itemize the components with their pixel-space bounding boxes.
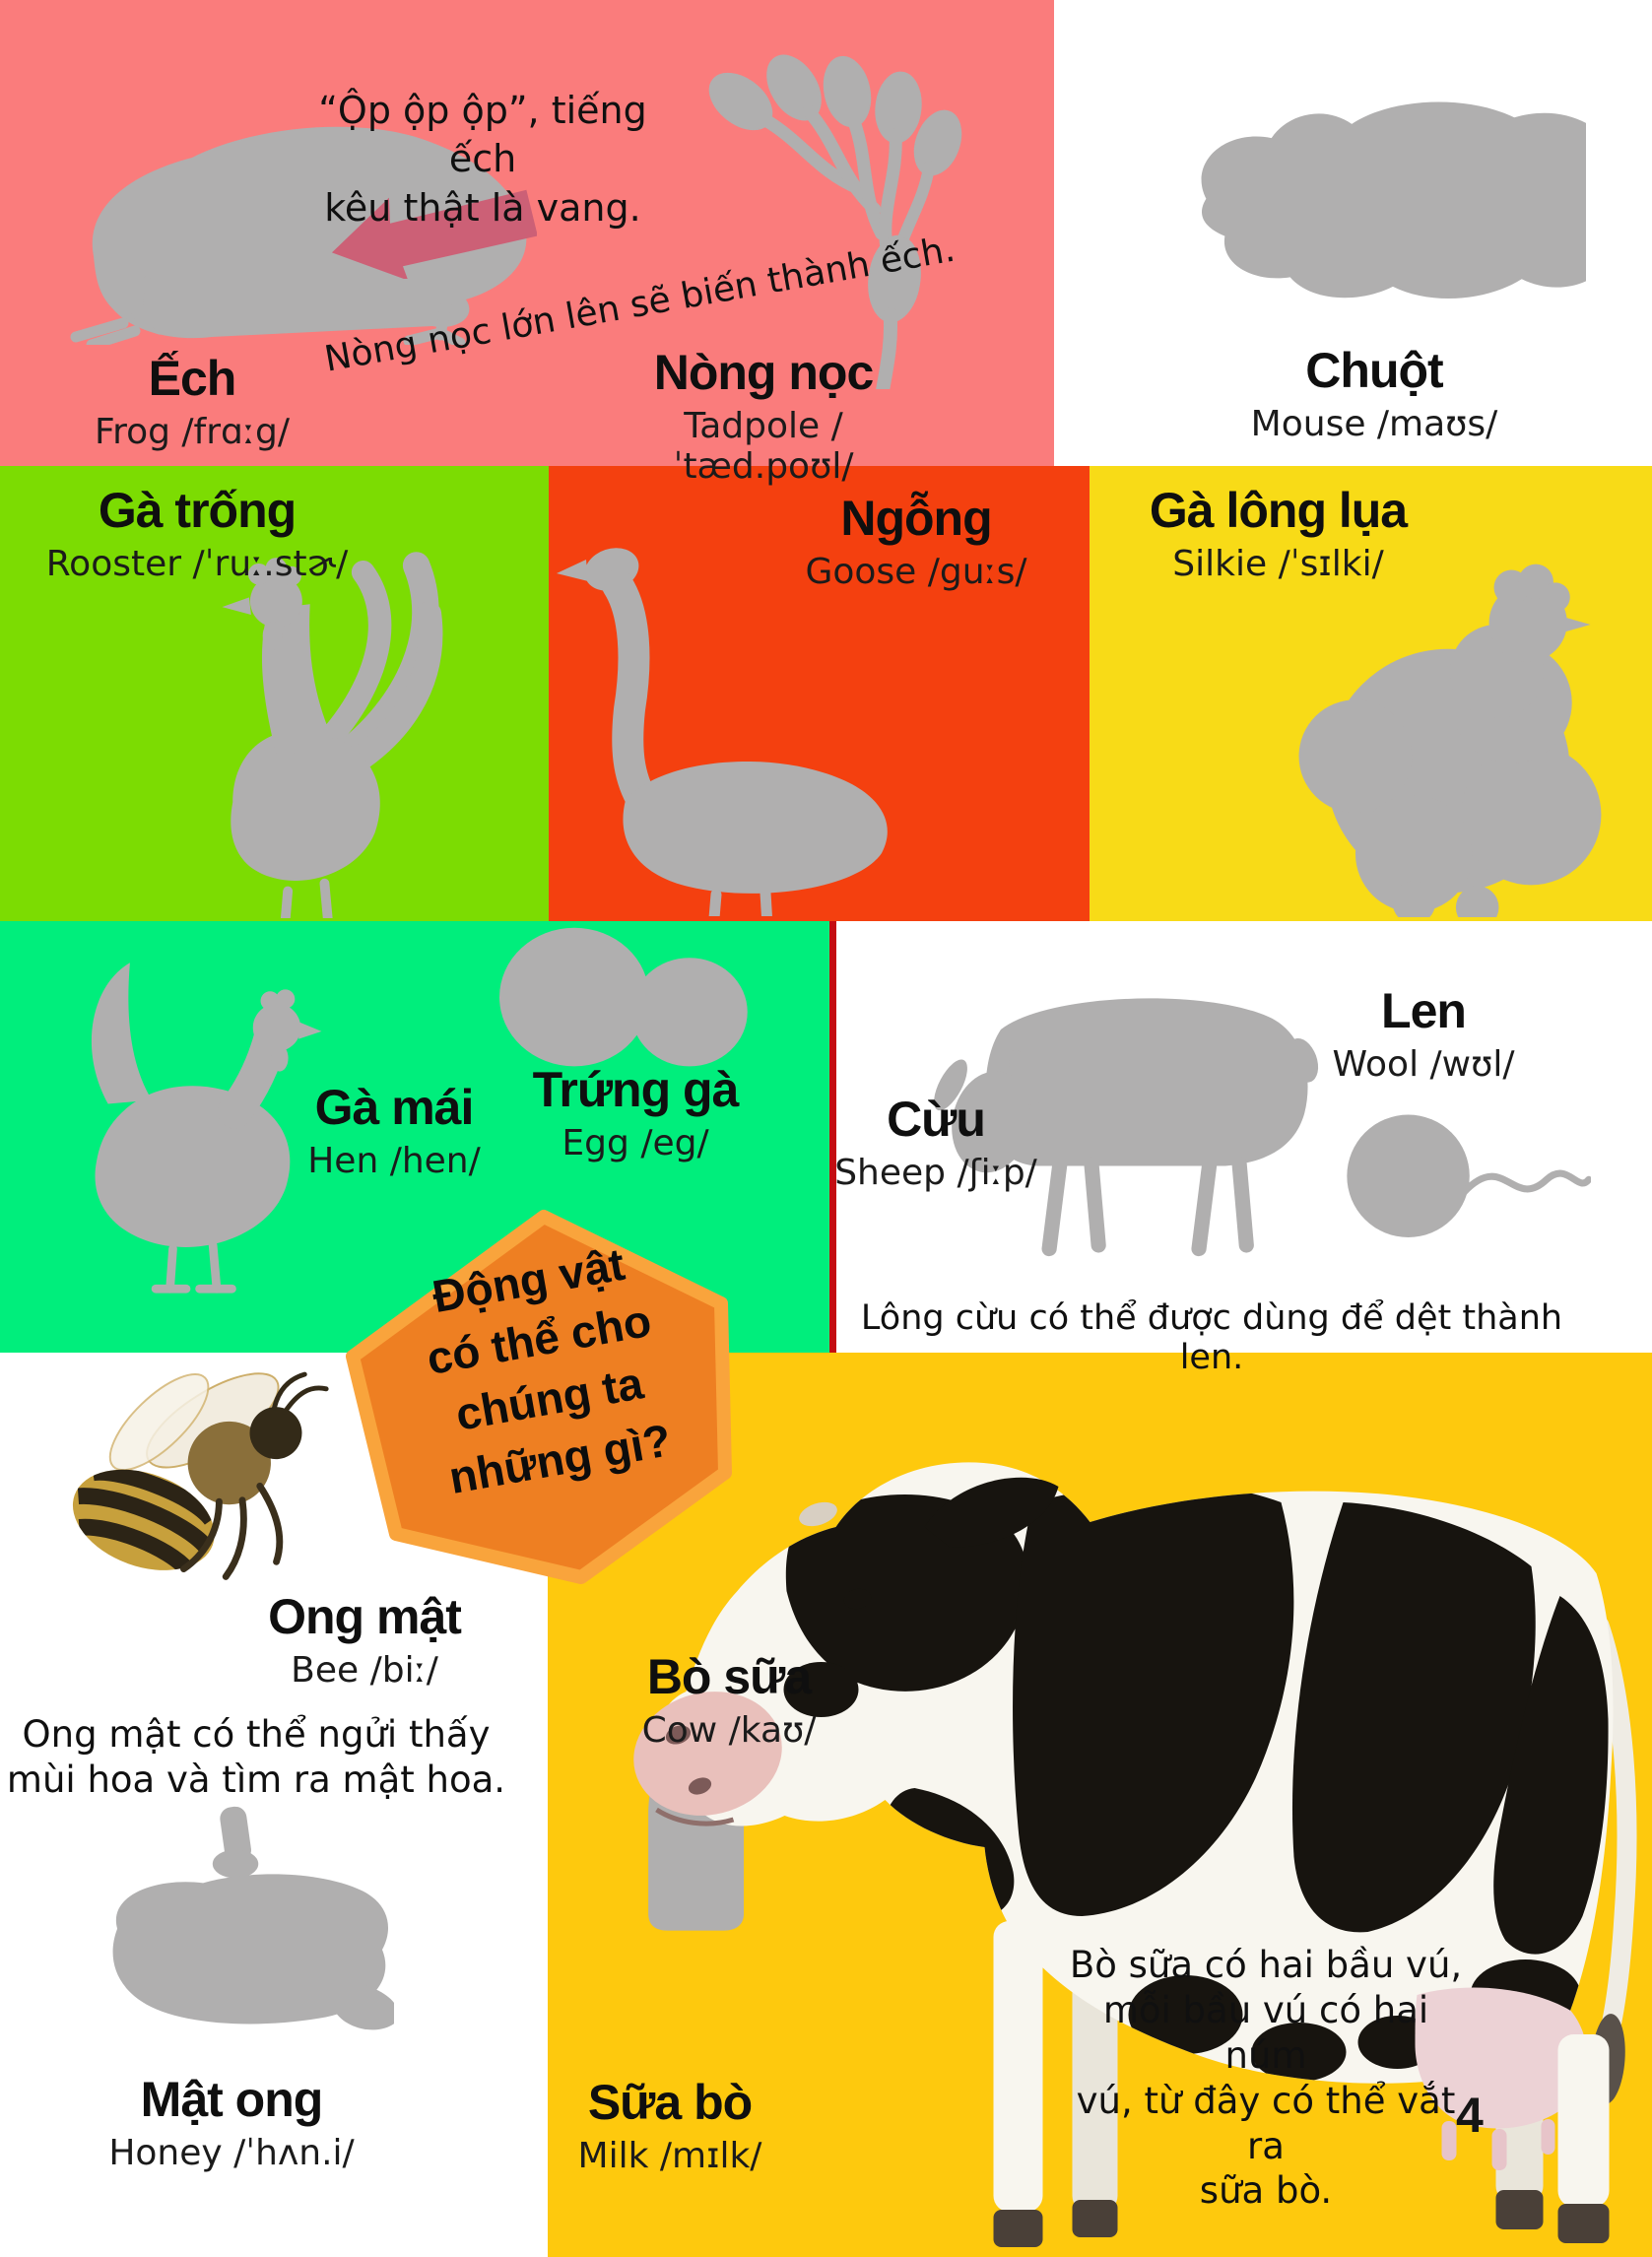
egg-name-vi: Trứng gà <box>532 1062 740 1117</box>
wool-label: Len Wool /wʊl/ <box>1276 985 1571 1085</box>
mouse-label: Chuột Mouse /maʊs/ <box>1212 345 1537 444</box>
cow-note-line3: vú, từ đây có thể vắt ra <box>1076 2079 1456 2167</box>
egg-name-en: Egg /eg/ <box>562 1123 709 1163</box>
frog-speech: “Ộp ộp ộp”, tiếng ếch kêu thật là vang. <box>281 87 685 232</box>
rooster-silhouette <box>222 552 443 918</box>
arrow-left-icon <box>331 189 537 279</box>
tadpole-label: Nòng nọc Tadpole /ˈtæd.poʊl/ <box>611 347 916 487</box>
eggs-silhouette <box>499 927 748 1067</box>
mouse-name-vi: Chuột <box>1305 343 1443 398</box>
milk-name-en: Milk /mɪlk/ <box>577 2136 762 2176</box>
tadpole-name-vi: Nòng nọc <box>653 345 875 400</box>
mouse-silhouette <box>1201 101 1586 299</box>
cow-label: Bò sữa Cow /kaʊ/ <box>596 1651 862 1751</box>
hen-silhouette <box>91 963 322 1294</box>
bee-note: Ong mật có thể ngửi thấy mùi hoa và tìm … <box>5 1712 507 1804</box>
red-divider <box>829 921 836 1353</box>
cow-note-line2: mỗi bầu vú có hai núm <box>1102 1988 1429 2077</box>
silkie-name-en: Silkie /ˈsɪlki/ <box>1172 544 1384 584</box>
hen-label: Gà mái Hen /hen/ <box>246 1082 542 1181</box>
page-number: 4 <box>1456 2088 1484 2143</box>
bee-note-line2: mùi hoa và tìm ra mật hoa. <box>6 1759 506 1802</box>
egg-label: Trứng gà Egg /eg/ <box>488 1064 783 1163</box>
honey-name-vi: Mật ong <box>140 2072 324 2127</box>
tadpole-silhouettes <box>708 54 962 389</box>
cow-name-en: Cow /kaʊ/ <box>641 1710 817 1751</box>
goose-name-en: Goose /guːs/ <box>805 552 1027 592</box>
wool-name-vi: Len <box>1381 983 1467 1038</box>
goose-name-vi: Ngỗng <box>840 491 992 546</box>
sheep-name-vi: Cừu <box>887 1092 986 1147</box>
cow-photo <box>633 1462 1637 2247</box>
tadpole-name-en: Tadpole /ˈtæd.poʊl/ <box>673 406 854 487</box>
wool-silhouette <box>1347 1114 1591 1237</box>
rooster-name-en: Rooster /ˈruː.stɚ/ <box>45 544 349 584</box>
frog-speech-line1: “Ộp ộp ộp”, tiếng ếch <box>318 89 647 181</box>
honey-name-en: Honey /ˈhʌn.i/ <box>108 2133 355 2173</box>
goose-silhouette <box>557 548 888 916</box>
honey-label: Mật ong Honey /ˈhʌn.i/ <box>69 2074 394 2173</box>
bee-name-vi: Ong mật <box>268 1589 462 1644</box>
hen-name-vi: Gà mái <box>314 1080 475 1135</box>
cow-name-vi: Bò sữa <box>646 1649 812 1704</box>
bee-name-en: Bee /biː/ <box>291 1650 438 1691</box>
frog-label: Ếch Frog /frɑːg/ <box>44 353 340 452</box>
sheep-silhouette <box>934 998 1319 1257</box>
silkie-label: Gà lông lụa Silkie /ˈsɪlki/ <box>1108 485 1448 584</box>
frog-name-en: Frog /frɑːg/ <box>95 412 290 452</box>
sheep-label: Cừu Sheep /ʃiːp/ <box>783 1094 1089 1193</box>
goose-label: Ngỗng Goose /guːs/ <box>754 493 1079 592</box>
wool-name-en: Wool /wʊl/ <box>1332 1044 1515 1085</box>
bee-label: Ong mật Bee /biː/ <box>241 1591 488 1691</box>
mouse-name-en: Mouse /maʊs/ <box>1250 404 1498 444</box>
cow-note-line4: sữa bò. <box>1199 2169 1333 2213</box>
rooster-label: Gà trống Rooster /ˈruː.stɚ/ <box>34 485 360 584</box>
milk-label: Sữa bò Milk /mɪlk/ <box>542 2077 798 2176</box>
rooster-name-vi: Gà trống <box>98 483 297 538</box>
silkie-silhouette <box>1298 564 1602 917</box>
frog-speech-line2: kêu thật là vang. <box>324 185 641 230</box>
hen-name-en: Hen /hen/ <box>307 1141 481 1181</box>
bee-photo <box>72 1371 329 1580</box>
milk-name-vi: Sữa bò <box>587 2075 753 2130</box>
cow-note: Bò sữa có hai bầu vú, mỗi bầu vú có hai … <box>1069 1943 1463 2214</box>
sheep-name-en: Sheep /ʃiːp/ <box>834 1153 1037 1193</box>
frog-name-vi: Ếch <box>148 351 237 406</box>
cow-note-line1: Bò sữa có hai bầu vú, <box>1069 1944 1463 1986</box>
honey-silhouette <box>112 1806 394 2030</box>
wool-note: Lông cừu có thể được dùng để dệt thành l… <box>860 1298 1563 1377</box>
frog-silhouette <box>70 126 527 345</box>
question-hexagon <box>346 1210 732 1584</box>
silkie-name-vi: Gà lông lụa <box>1149 483 1408 538</box>
bee-note-line1: Ong mật có thể ngửi thấy <box>22 1713 491 1756</box>
